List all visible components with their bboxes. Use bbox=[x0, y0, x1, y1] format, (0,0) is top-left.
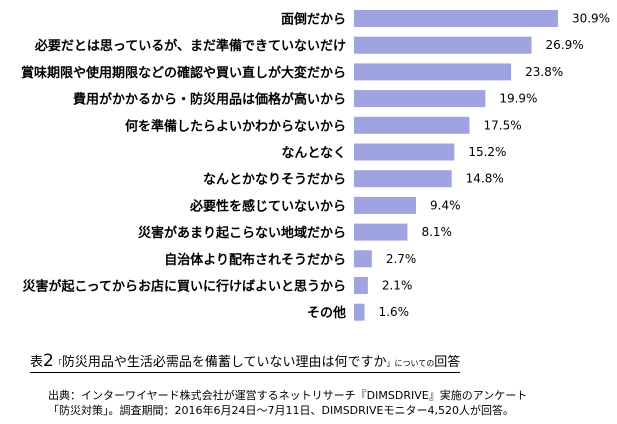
category-label: 必要性を感じていないから bbox=[189, 198, 346, 214]
category-label: 自治体より配布されそうだから bbox=[164, 252, 346, 268]
bar bbox=[354, 223, 408, 241]
category-label: 必要だとは思っているが、まだ準備できていないだけ bbox=[34, 38, 346, 54]
bar bbox=[354, 36, 532, 54]
caption-title: 防災用品や生活必需品を備蓄していない理由は何ですか bbox=[61, 355, 387, 370]
caption-number: 2 bbox=[43, 351, 54, 371]
bar bbox=[354, 10, 558, 27]
caption-close-quote: 」 bbox=[386, 359, 395, 368]
category-label: 災害があまり起こらない地域だから bbox=[138, 225, 346, 241]
bar bbox=[354, 277, 368, 294]
value-label: 14.8% bbox=[466, 172, 504, 186]
bar bbox=[354, 90, 486, 108]
source-line-1: 出典：インターワイヤード株式会社が運営するネットリサーチ『DIMSDRIVE』実… bbox=[48, 389, 528, 402]
category-label: 賞味期限や使用期限などの確認や買い直しが大変だから bbox=[21, 65, 346, 81]
bar-chart: 面倒だから 30.9% 必要だとは思っているが、まだ準備できていないだけ 26.9% 賞… bbox=[21, 10, 610, 321]
value-label: 2.7% bbox=[386, 252, 417, 266]
value-label: 15.2% bbox=[468, 145, 506, 159]
bar bbox=[354, 303, 365, 321]
caption-suffix: 回答 bbox=[434, 355, 461, 370]
caption-open-quote: 「 bbox=[53, 359, 62, 368]
value-label: 30.9% bbox=[572, 12, 610, 26]
bar bbox=[354, 143, 455, 161]
bar bbox=[354, 250, 372, 268]
category-label: 災害が起こってからお店に買いに行けばよいと思うから bbox=[23, 279, 346, 295]
value-label: 23.8% bbox=[525, 65, 563, 79]
value-label: 17.5% bbox=[484, 118, 522, 132]
bar bbox=[354, 116, 470, 134]
category-label: なんとかなりそうだから bbox=[203, 173, 346, 188]
category-label: 面倒だから bbox=[281, 12, 346, 28]
value-label: 9.4% bbox=[430, 198, 461, 212]
bar bbox=[354, 196, 417, 214]
category-label: その他 bbox=[307, 305, 346, 321]
value-label: 26.9% bbox=[546, 38, 584, 52]
caption-prefix: 表 bbox=[30, 355, 44, 370]
bar bbox=[354, 170, 452, 188]
value-label: 1.6% bbox=[379, 305, 410, 319]
caption-about: についての bbox=[394, 359, 435, 368]
value-label: 8.1% bbox=[421, 225, 452, 239]
source-note: 出典：インターワイヤード株式会社が運営するネットリサーチ『DIMSDRIVE』実… bbox=[48, 388, 613, 418]
value-label: 19.9% bbox=[499, 92, 537, 106]
chart-caption: 表2「防災用品や生活必需品を備蓄していない理由は何ですか」についての回答 bbox=[30, 351, 610, 373]
caption-line: 表2「防災用品や生活必需品を備蓄していない理由は何ですか」についての回答 bbox=[30, 351, 461, 373]
bar bbox=[354, 63, 512, 81]
value-label: 2.1% bbox=[382, 279, 413, 293]
source-line-2: 「防災対策」。調査期間：2016年6月24日～7月11日、DIMSDRIVEモニ… bbox=[48, 404, 514, 417]
category-label: なんとなく bbox=[281, 146, 346, 161]
category-label: 何を準備したらよいかわからないから bbox=[125, 118, 346, 134]
category-label: 費用がかかるから・防災用品は価格が高いから bbox=[73, 92, 346, 108]
